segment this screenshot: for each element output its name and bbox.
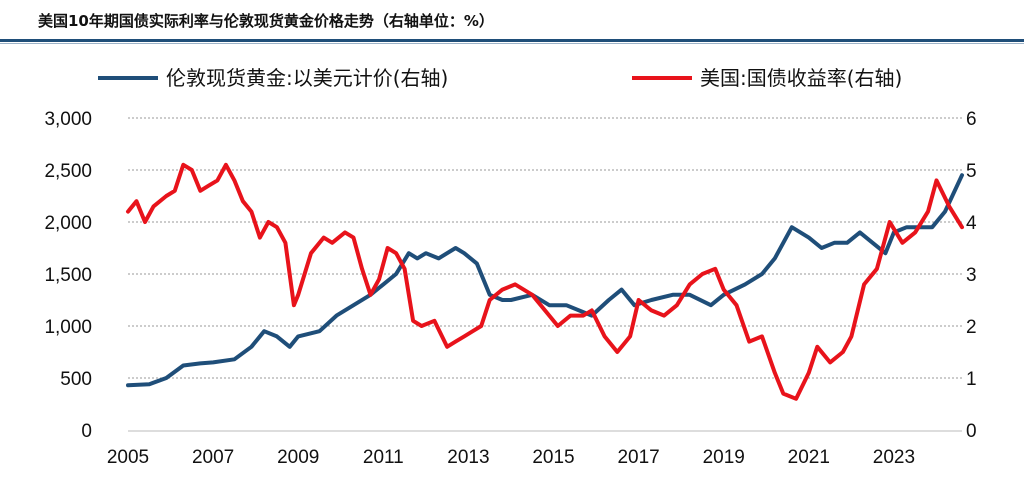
x-tick-label: 2015 [532,447,574,468]
title-divider-thin [0,43,1024,44]
gridlines [128,117,962,379]
legend: 伦敦现货黄金:以美元计价(右轴) 美国:国债收益率(右轴) [98,66,902,90]
x-tick-label: 2023 [873,447,915,468]
right-tick-label: 0 [966,421,977,442]
left-tick-label: 3,000 [44,109,92,130]
x-tick-label: 2007 [192,447,234,468]
left-tick-label: 0 [81,421,92,442]
x-tick-label: 2009 [277,447,319,468]
left-tick-label: 1,500 [44,265,92,286]
x-tick-label: 2017 [617,447,659,468]
right-tick-label: 6 [966,109,977,130]
x-tick-label: 2005 [107,447,149,468]
left-tick-label: 2,500 [44,161,92,182]
left-tick-label: 500 [60,369,92,390]
left-axis-ticks: 3,000 2,500 2,000 1,500 1,000 500 0 [44,109,92,442]
right-tick-label: 5 [966,161,977,182]
title-divider [0,39,1024,42]
chart-title: 美国10年期国债实际利率与伦敦现货黄金价格走势（右轴单位：%） [38,12,494,30]
legend-label-0: 伦敦现货黄金:以美元计价(右轴) [166,66,448,90]
left-tick-label: 1,000 [44,317,92,338]
x-axis-ticks: 2005 2007 2009 2011 2013 2015 2017 2019 2021 2023 [107,430,962,468]
series-line-0 [126,173,964,388]
right-tick-label: 2 [966,317,977,338]
left-tick-label: 2,000 [44,213,92,234]
legend-label-1: 美国:国债收益率(右轴) [700,66,902,90]
series-lines [126,162,964,401]
right-tick-label: 1 [966,369,977,390]
series-line-1 [126,162,964,401]
x-tick-label: 2011 [363,447,404,468]
right-axis-ticks: 6 5 4 3 2 1 0 [966,109,977,442]
right-tick-label: 4 [966,213,977,234]
x-tick-label: 2013 [447,447,489,468]
x-tick-label: 2019 [703,447,745,468]
x-tick-label: 2021 [788,447,830,468]
right-tick-label: 3 [966,265,977,286]
